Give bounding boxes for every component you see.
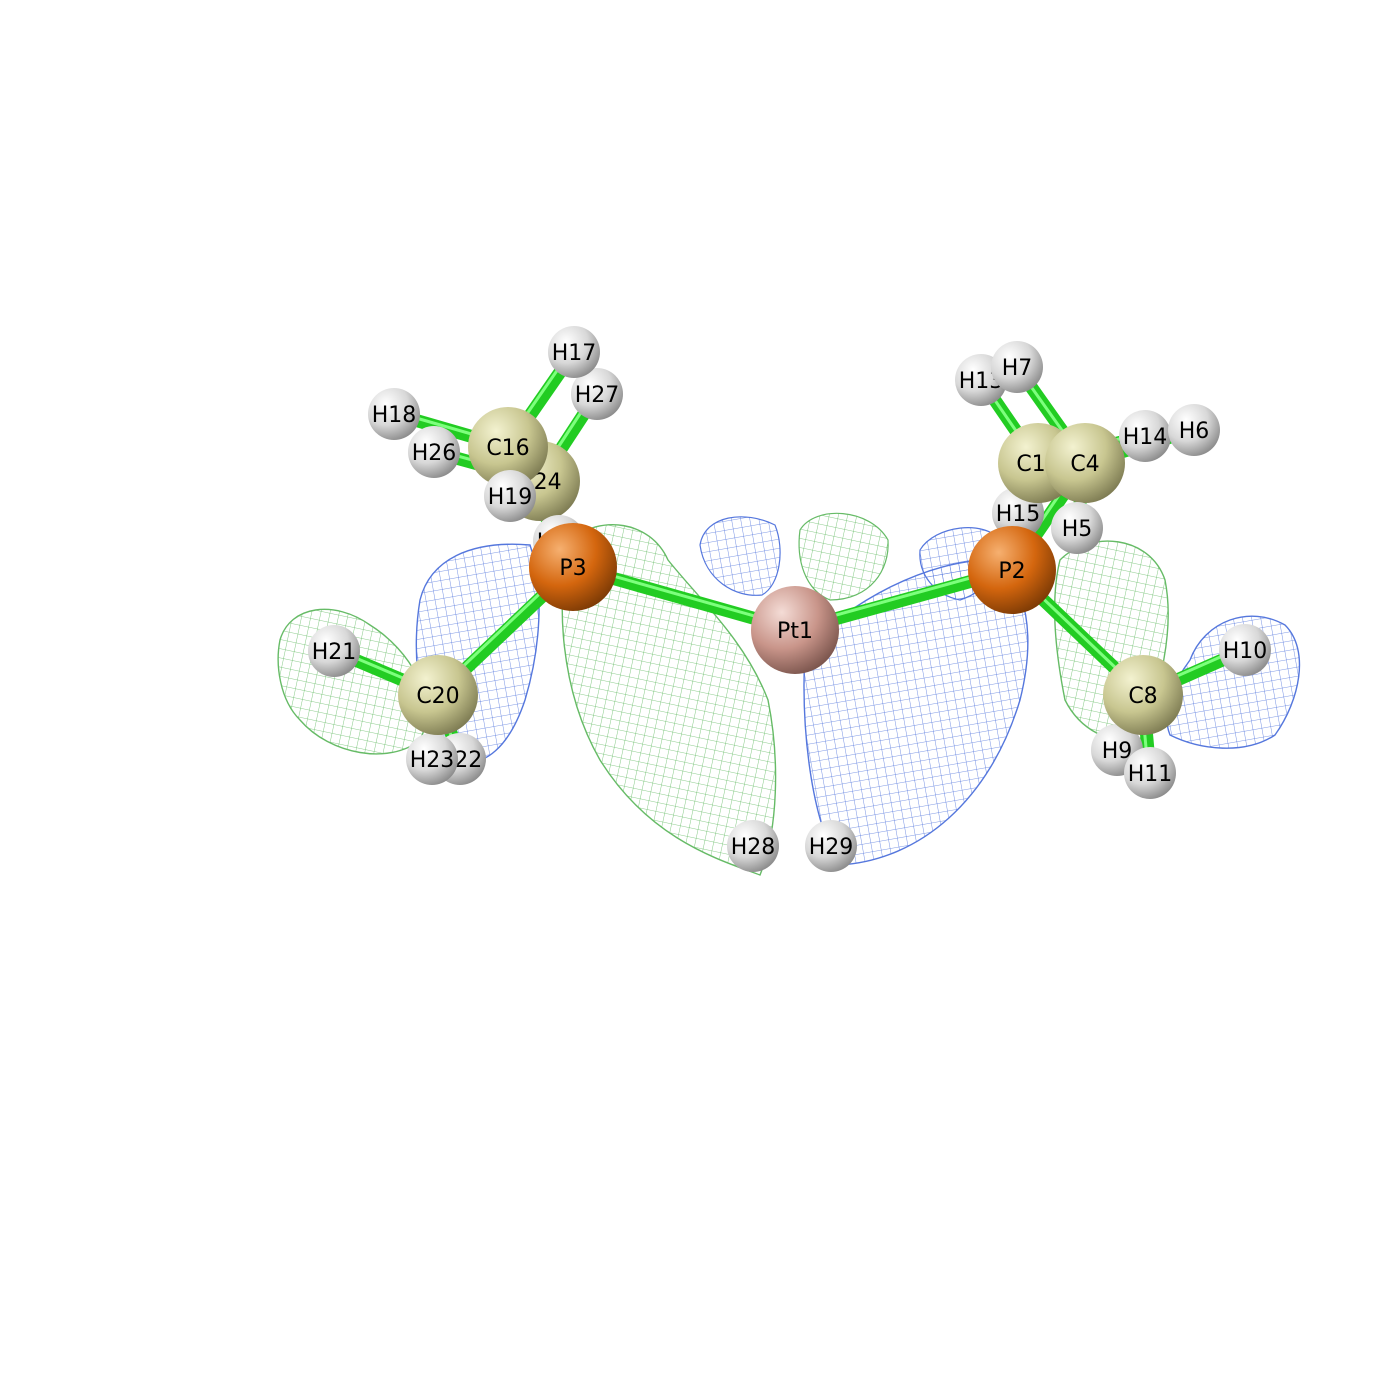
orbital-lobe-negative (699, 516, 781, 596)
atom-label: H18 (372, 403, 417, 428)
atom-label: H7 (1002, 356, 1033, 381)
atom-H18[interactable]: H18 (368, 388, 420, 440)
atom-sphere[interactable] (805, 820, 857, 872)
atom-sphere[interactable] (1045, 423, 1125, 503)
orbital-lobe-positive (561, 524, 777, 876)
atom-label: H21 (312, 640, 357, 665)
atom-sphere[interactable] (308, 625, 360, 677)
atom-H7[interactable]: H7 (991, 341, 1043, 393)
atom-label: C8 (1128, 684, 1157, 709)
atom-H17[interactable]: H17 (548, 326, 600, 378)
atom-label: H29 (809, 835, 854, 860)
atom-H28[interactable]: H28 (727, 820, 779, 872)
atom-sphere[interactable] (408, 426, 460, 478)
atom-H29[interactable]: H29 (805, 820, 857, 872)
atom-label: H10 (1223, 639, 1268, 664)
atom-label: H27 (575, 383, 620, 408)
atom-label: H6 (1179, 419, 1210, 444)
orbital-lobe-positive (798, 512, 889, 601)
atom-H11[interactable]: H11 (1124, 747, 1176, 799)
atom-label: H14 (1123, 425, 1168, 450)
atom-sphere[interactable] (406, 733, 458, 785)
atom-label: H9 (1102, 739, 1133, 764)
atom-label: C4 (1070, 452, 1099, 477)
atom-H13[interactable]: H13 (955, 354, 1007, 406)
atom-label: H19 (488, 485, 533, 510)
atom-P3[interactable]: P3 (529, 523, 617, 611)
atom-H21[interactable]: H21 (308, 625, 360, 677)
atom-sphere[interactable] (991, 341, 1043, 393)
atom-label: C16 (486, 436, 529, 461)
atom-H27[interactable]: H27 (571, 368, 623, 420)
atom-H10[interactable]: H10 (1219, 624, 1271, 676)
atom-sphere[interactable] (368, 388, 420, 440)
atom-label: H5 (1062, 517, 1093, 542)
atom-sphere[interactable] (468, 407, 548, 487)
atom-P2[interactable]: P2 (968, 526, 1056, 614)
atom-sphere[interactable] (1124, 747, 1176, 799)
atom-label: H11 (1128, 762, 1173, 787)
atom-label: H15 (996, 502, 1041, 527)
atom-C4[interactable]: C4 (1045, 423, 1125, 503)
atom-sphere[interactable] (398, 655, 478, 735)
atom-label: H23 (410, 748, 455, 773)
atom-H26[interactable]: H26 (408, 426, 460, 478)
atom-sphere[interactable] (751, 586, 839, 674)
atom-H5[interactable]: H5 (1051, 502, 1103, 554)
atom-sphere[interactable] (1219, 624, 1271, 676)
atom-label: H17 (552, 341, 597, 366)
atom-label: C20 (416, 684, 459, 709)
atom-H23[interactable]: H23 (406, 733, 458, 785)
atom-label: Pt1 (777, 619, 813, 644)
atom-C20[interactable]: C20 (398, 655, 478, 735)
atom-C8[interactable]: C8 (1103, 655, 1183, 735)
atom-Pt1[interactable]: Pt1 (751, 586, 839, 674)
atom-sphere[interactable] (529, 523, 617, 611)
atom-H19[interactable]: H19 (484, 470, 536, 522)
atom-label: H26 (412, 441, 457, 466)
atom-sphere[interactable] (484, 470, 536, 522)
atom-sphere[interactable] (1051, 502, 1103, 554)
atom-H14[interactable]: H14 (1119, 410, 1171, 462)
atom-C16[interactable]: C16 (468, 407, 548, 487)
atom-sphere[interactable] (1103, 655, 1183, 735)
atom-sphere[interactable] (968, 526, 1056, 614)
atom-sphere[interactable] (571, 368, 623, 420)
atom-sphere[interactable] (1119, 410, 1171, 462)
atom-sphere[interactable] (727, 820, 779, 872)
atom-sphere[interactable] (1168, 404, 1220, 456)
atom-sphere[interactable] (548, 326, 600, 378)
atom-label: P2 (998, 559, 1025, 584)
atom-H6[interactable]: H6 (1168, 404, 1220, 456)
atom-label: H28 (731, 835, 776, 860)
atom-label: P3 (559, 556, 586, 581)
